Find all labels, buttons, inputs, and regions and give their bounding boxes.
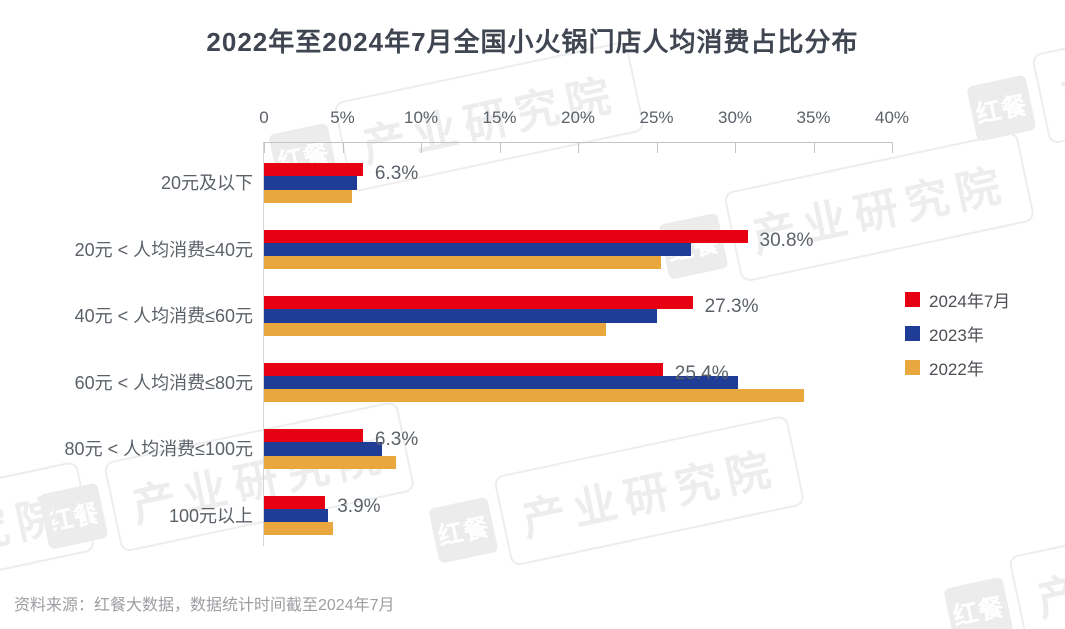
legend-label: 2023年	[929, 325, 984, 345]
x-axis-tick-mark	[499, 142, 501, 153]
x-axis-tick-mark	[421, 142, 422, 153]
x-axis-tick-label: 0	[259, 108, 269, 127]
bar-2023	[264, 375, 739, 390]
x-axis-tick-label: 35%	[796, 108, 831, 127]
category-label: 40元 < 人均消费≤60元	[74, 306, 253, 326]
y-axis-baseline	[263, 142, 264, 546]
bar-2022	[264, 455, 396, 469]
category-label: 80元 < 人均消费≤100元	[64, 439, 253, 459]
x-axis-tick-label: 20%	[560, 108, 596, 127]
bar-2024-jul	[264, 229, 748, 243]
category-label: 60元 < 人均消费≤80元	[74, 372, 253, 393]
bar-2024-jul	[264, 362, 663, 376]
x-axis-tick-mark	[813, 142, 815, 153]
category-label: 20元及以下	[160, 173, 253, 193]
bar-2024-jul	[264, 429, 363, 443]
chart-legend: 2024年7月 2023年 2022年	[905, 290, 1010, 392]
bar-2022	[264, 389, 805, 403]
value-label: 3.9%	[337, 495, 381, 517]
legend-swatch-2024-jul	[905, 291, 920, 307]
x-axis-tick-mark	[656, 142, 658, 153]
bar-2024-jul	[264, 163, 363, 177]
bar-2022	[264, 522, 334, 536]
legend-swatch-2022	[905, 359, 920, 375]
bar-2024-jul	[264, 296, 693, 310]
bar-2024-jul	[264, 495, 326, 509]
x-axis-tick-label: 30%	[717, 108, 753, 127]
value-label: 27.3%	[704, 296, 759, 317]
x-axis-tick-mark	[342, 142, 344, 153]
x-axis-tick-label: 40%	[874, 108, 910, 127]
x-axis-line	[263, 142, 892, 143]
x-axis-tick-label: 10%	[403, 108, 439, 127]
value-label: 6.3%	[374, 429, 419, 450]
x-axis-tick-label: 15%	[482, 108, 517, 127]
legend-label: 2024年7月	[929, 291, 1011, 311]
bar-2022	[264, 322, 607, 336]
legend-swatch-2023	[905, 325, 920, 341]
source-note: 资料来源：红餐大数据，数据统计时间截至2024年7月	[14, 597, 395, 614]
bar-2023	[264, 242, 692, 257]
chart-title: 2022年至2024年7月全国小火锅门店人均消费占比分布	[206, 27, 859, 57]
x-axis-tick-mark	[735, 142, 736, 153]
bar-2023	[264, 309, 657, 323]
value-label: 30.8%	[759, 229, 814, 251]
bar-2023	[264, 176, 357, 190]
category-label: 100元以上	[168, 505, 253, 526]
bar-2023	[264, 442, 382, 456]
value-label: 6.3%	[374, 163, 419, 184]
x-axis-tick-label: 25%	[639, 108, 674, 127]
x-axis-tick-mark	[578, 142, 579, 153]
legend-item: 2024年7月	[905, 290, 1010, 311]
legend-label: 2022年	[929, 359, 984, 379]
category-label: 20元 < 人均消费≤40元	[74, 239, 253, 260]
x-axis-tick-label: 5%	[330, 108, 355, 127]
bar-2023	[264, 508, 329, 523]
bar-2022	[264, 256, 662, 270]
legend-item: 2022年	[905, 358, 1010, 379]
value-label: 25.4%	[674, 362, 729, 384]
x-axis-tick-mark	[264, 142, 265, 153]
legend-item: 2023年	[905, 324, 1010, 345]
x-axis-tick-mark	[892, 142, 893, 153]
bar-2022	[264, 189, 352, 203]
